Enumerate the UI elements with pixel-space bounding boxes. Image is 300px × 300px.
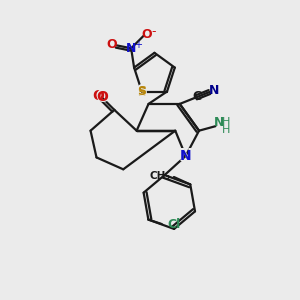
Text: O: O [96, 90, 108, 104]
Text: N: N [179, 147, 193, 165]
Text: N: N [214, 116, 224, 129]
Text: O: O [107, 38, 117, 51]
Text: N: N [180, 149, 191, 163]
Text: N: N [180, 149, 191, 163]
Text: N: N [126, 42, 136, 55]
Text: S: S [137, 85, 146, 99]
Text: -: - [152, 25, 156, 38]
Text: H: H [222, 125, 230, 135]
Text: O: O [142, 28, 152, 40]
Text: CH₃: CH₃ [149, 171, 170, 181]
Text: C: C [193, 90, 202, 103]
Text: Cl: Cl [167, 218, 180, 231]
Text: N: N [208, 84, 219, 98]
Text: S: S [137, 85, 146, 99]
Text: O: O [92, 88, 104, 103]
Text: S: S [137, 85, 146, 99]
Text: H: H [222, 117, 230, 127]
Text: S: S [136, 84, 147, 99]
Text: S: S [137, 85, 146, 98]
Text: +: + [134, 40, 142, 50]
Text: O: O [95, 88, 109, 106]
